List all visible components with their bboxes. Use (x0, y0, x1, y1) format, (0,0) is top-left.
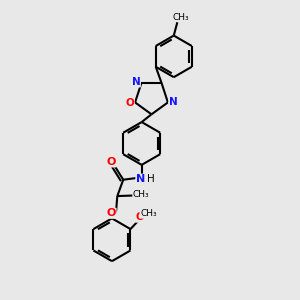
Text: O: O (107, 208, 116, 218)
Text: H: H (147, 174, 155, 184)
Text: CH₃: CH₃ (140, 209, 157, 218)
Text: O: O (107, 157, 116, 167)
Text: CH₃: CH₃ (173, 13, 190, 22)
Text: N: N (132, 77, 140, 87)
Text: N: N (169, 97, 178, 107)
Text: N: N (136, 174, 145, 184)
Text: O: O (125, 98, 134, 108)
Text: O: O (136, 212, 144, 222)
Text: CH₃: CH₃ (133, 190, 149, 200)
